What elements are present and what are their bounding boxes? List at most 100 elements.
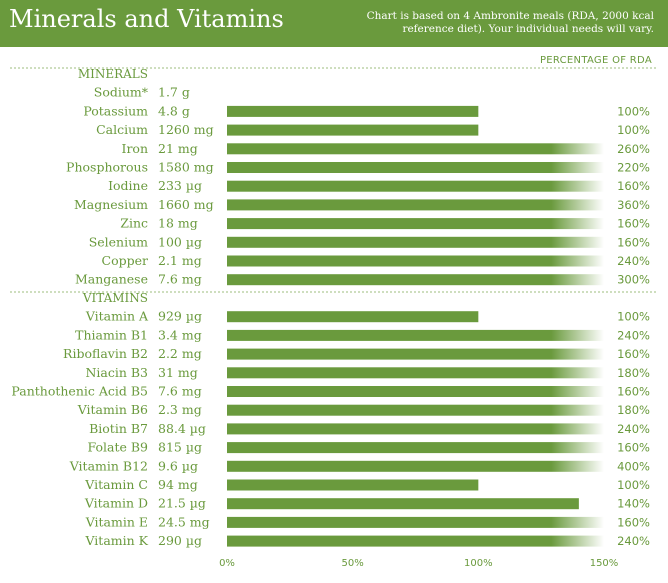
nutrient-name: Vitamin A [85, 309, 149, 324]
rda-bar [227, 442, 604, 454]
rda-percent-label: 100% [617, 478, 650, 492]
rda-percent-label: 160% [617, 441, 650, 455]
rda-bar [227, 386, 604, 397]
rda-percent-label: 240% [617, 254, 650, 268]
x-tick-label: 50% [342, 558, 364, 569]
rda-bar [227, 311, 479, 323]
rda-percent-label: 100% [617, 310, 650, 324]
rda-bar [227, 348, 604, 360]
chart-note-line-2: reference diet). Your individual needs w… [402, 23, 654, 35]
rda-bar [227, 218, 604, 230]
nutrient-amount: 2.3 mg [158, 402, 202, 417]
nutrient-name: Potassium [83, 103, 148, 118]
section-label: VITAMINS [82, 291, 148, 305]
nutrient-name: Riboflavin B2 [63, 346, 148, 361]
nutrient-name: Iron [122, 141, 149, 156]
nutrient-name: Magnesium [74, 197, 148, 212]
rda-percent-label: 100% [617, 123, 650, 137]
nutrient-name: Sodium* [94, 85, 149, 100]
rda-percent-label: 220% [617, 161, 650, 175]
chart-note: Chart is based on 4 Ambronite meals (RDA… [354, 10, 654, 36]
rda-percent-label: 400% [617, 459, 650, 473]
rda-percent-label: 180% [617, 366, 650, 380]
rda-bar [227, 535, 604, 547]
nutrient-name: Vitamin D [84, 496, 148, 511]
x-tick-label: 100% [464, 558, 493, 569]
nutrient-name: Vitamin E [85, 514, 148, 529]
nutrient-amount: 3.4 mg [158, 327, 202, 342]
nutrient-amount: 18 mg [158, 216, 198, 231]
rda-percent-label: 160% [617, 179, 650, 193]
rda-percent-label: 160% [617, 235, 650, 249]
rda-percent-label: 100% [617, 104, 650, 118]
nutrient-amount: 2.2 mg [158, 346, 202, 361]
rda-bar [227, 143, 604, 155]
rda-percent-label: 140% [617, 497, 650, 511]
nutrient-amount: 7.6 mg [158, 384, 202, 399]
nutrient-name: Vitamin B12 [69, 458, 148, 473]
nutrient-amount: 24.5 mg [158, 514, 210, 529]
nutrient-amount: 4.8 g [158, 103, 190, 118]
rda-percent-label: 360% [617, 198, 650, 212]
nutrient-name: Thiamin B1 [75, 327, 148, 342]
rda-bar [227, 255, 604, 267]
percentage-heading: PERCENTAGE OF RDA [539, 55, 652, 66]
rda-bar [227, 479, 479, 491]
rda-percent-label: 160% [617, 515, 650, 529]
nutrient-name: Vitamin C [84, 477, 148, 492]
nutrient-amount: 1.7 g [158, 85, 190, 100]
nutrient-amount: 100 µg [158, 234, 202, 249]
nutrient-name: Vitamin K [85, 533, 149, 548]
rda-bar [227, 124, 479, 136]
nutrient-name: Folate B9 [88, 440, 149, 455]
nutrient-name: Phosphorous [66, 160, 148, 175]
rda-bar [227, 329, 604, 341]
rda-bar [227, 274, 604, 286]
x-tick-label: 0% [219, 558, 235, 569]
nutrient-name: Selenium [89, 234, 148, 249]
rda-percent-label: 240% [617, 534, 650, 548]
nutrient-amount: 815 µg [158, 440, 202, 455]
nutrient-amount: 233 µg [158, 178, 202, 193]
nutrient-amount: 1260 mg [158, 122, 214, 137]
nutrient-amount: 7.6 mg [158, 272, 202, 287]
rda-bar [227, 367, 604, 379]
rda-percent-label: 160% [617, 217, 650, 231]
nutrient-amount: 2.1 mg [158, 253, 202, 268]
rda-bar [227, 180, 604, 192]
nutrient-amount: 1660 mg [158, 197, 214, 212]
nutrient-name: Panthothenic Acid B5 [11, 384, 148, 399]
nutrient-name: Biotin B7 [89, 421, 148, 436]
nutrient-name: Vitamin B6 [77, 402, 148, 417]
rda-bar [227, 423, 604, 435]
rda-percent-label: 180% [617, 403, 650, 417]
rda-percent-label: 260% [617, 142, 650, 156]
nutrient-amount: 9.6 µg [158, 458, 198, 473]
rda-bar [227, 516, 604, 528]
nutrient-amount: 31 mg [158, 365, 198, 380]
rda-bar [227, 162, 604, 173]
rda-bar [227, 404, 604, 416]
rda-bar [227, 105, 479, 117]
nutrient-name: Zinc [120, 216, 148, 231]
x-tick-label: 150% [590, 558, 619, 569]
rda-bar [227, 236, 604, 248]
rda-bar [227, 498, 579, 510]
nutrient-amount: 929 µg [158, 309, 202, 324]
nutrient-name: Manganese [75, 272, 148, 287]
nutrient-name: Iodine [108, 178, 148, 193]
nutrient-amount: 88.4 µg [158, 421, 206, 436]
nutrient-amount: 21 mg [158, 141, 198, 156]
nutrient-amount: 290 µg [158, 533, 202, 548]
nutrient-amount: 21.5 µg [158, 496, 206, 511]
rda-bar [227, 460, 604, 472]
nutrient-amount: 94 mg [158, 477, 198, 492]
nutrient-name: Calcium [96, 122, 148, 137]
chart-note-line-1: Chart is based on 4 Ambronite meals (RDA… [366, 10, 654, 22]
rda-percent-label: 160% [617, 385, 650, 399]
rda-percent-label: 240% [617, 328, 650, 342]
nutrient-name: Niacin B3 [85, 365, 148, 380]
nutrient-amount: 1580 mg [158, 160, 214, 175]
nutrient-name: Copper [102, 253, 148, 268]
